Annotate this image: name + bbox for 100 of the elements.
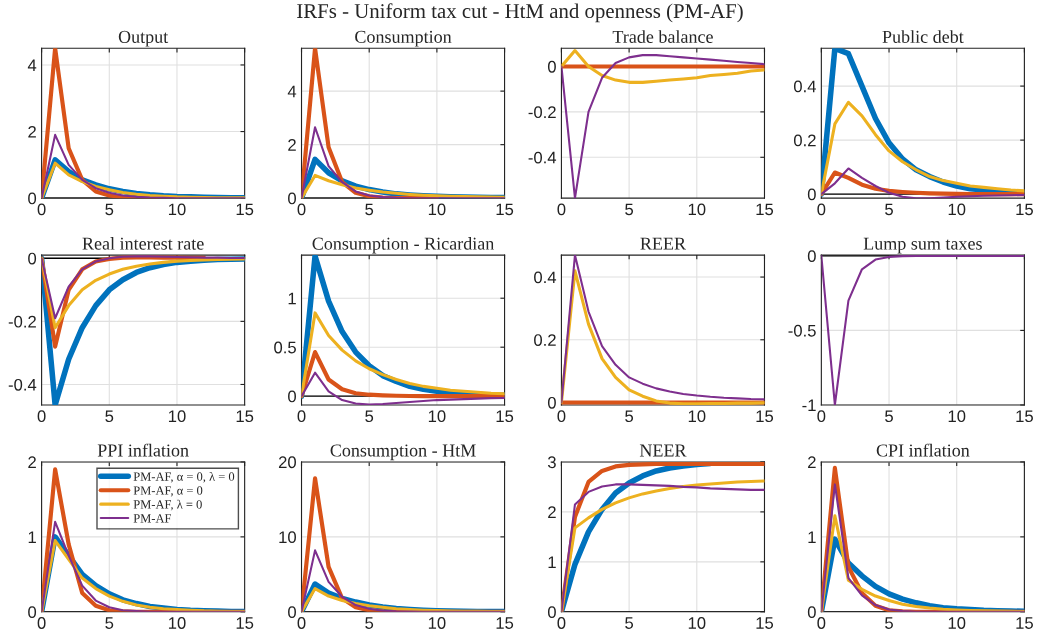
chart-title: Consumption - Ricardian (312, 237, 495, 254)
x-tick-label: 15 (756, 203, 774, 216)
legend-label: PM-AF, λ = 0 (133, 499, 202, 511)
y-tick-label: 0 (288, 390, 296, 403)
y-tick-label: 0 (547, 60, 556, 73)
x-tick-label: 10 (688, 203, 706, 216)
x-tick-label: 0 (297, 203, 306, 216)
y-tick-label: 2 (808, 456, 816, 468)
x-tick-label: 10 (688, 410, 706, 423)
x-tick-label: 0 (37, 617, 46, 629)
x-tick-label: 15 (496, 203, 514, 216)
chart-title: NEER (639, 444, 687, 457)
y-tick-label: 4 (27, 59, 37, 71)
x-tick-label: 10 (688, 617, 706, 629)
x-tick-label: 0 (817, 410, 826, 423)
x-tick-label: 10 (948, 410, 966, 423)
y-tick-label: 2 (28, 125, 36, 138)
y-tick-label: 0 (28, 252, 37, 265)
x-tick-label: 5 (885, 203, 893, 216)
x-tick-label: 15 (236, 203, 254, 216)
chart-title: Real interest rate (82, 237, 204, 250)
x-tick-label: 0 (557, 410, 566, 423)
y-tick-label: -0.4 (528, 151, 557, 164)
x-tick-label: 0 (817, 617, 826, 629)
y-tick-label: -0.2 (8, 315, 36, 328)
chart-title: Lump sum taxes (863, 237, 982, 254)
y-tick-label: 0 (807, 250, 816, 263)
x-tick-label: 5 (625, 617, 634, 629)
y-tick-label: 0 (547, 396, 556, 409)
y-tick-label: 3 (547, 456, 556, 469)
y-tick-label: 0 (28, 606, 37, 618)
chart-title: Consumption - HtM (330, 444, 476, 461)
x-tick-label: 15 (236, 617, 254, 629)
x-tick-label: 5 (105, 410, 114, 423)
legend-label: PM-AF (133, 514, 171, 523)
x-tick-label: 10 (168, 617, 186, 629)
x-tick-label: 5 (365, 617, 374, 629)
y-tick-label: 1 (28, 531, 36, 543)
y-tick-label: 0.4 (793, 80, 816, 93)
chart-title: Output (118, 30, 169, 47)
x-tick-label: 5 (365, 203, 374, 216)
x-tick-label: 15 (496, 617, 514, 629)
x-tick-label: 15 (756, 617, 774, 629)
chart-title: Public debt (882, 30, 964, 43)
x-tick-label: 5 (885, 617, 893, 629)
y-tick-label: 0.5 (274, 341, 296, 354)
y-tick-label: 20 (278, 456, 296, 469)
x-tick-label: 5 (105, 203, 114, 216)
x-tick-label: 0 (297, 617, 306, 629)
y-tick-label: 1 (548, 556, 556, 568)
x-tick-label: 15 (1016, 410, 1033, 423)
x-tick-label: 15 (236, 410, 254, 423)
x-tick-label: 5 (365, 410, 374, 423)
x-tick-label: 10 (168, 203, 186, 216)
chart-title: CPI inflation (876, 443, 970, 457)
chart-title: Consumption (355, 30, 452, 47)
x-tick-label: 0 (817, 203, 826, 216)
legend-label: PM-AF, α = 0 (133, 486, 203, 497)
y-tick-label: -0.4 (8, 378, 37, 391)
x-tick-label: 0 (557, 203, 566, 216)
y-tick-label: 0.4 (534, 271, 557, 284)
chart-title: Trade balance (612, 30, 713, 43)
y-tick-label: 0 (28, 192, 37, 205)
x-tick-label: 0 (297, 410, 306, 423)
y-tick-label: 0 (547, 606, 556, 618)
y-tick-label: 0 (288, 192, 296, 205)
x-tick-label: 10 (948, 203, 966, 216)
x-tick-label: 10 (428, 410, 446, 423)
x-tick-label: 10 (948, 617, 966, 629)
y-tick-label: 0 (807, 606, 816, 618)
legend-label: PM-AF, α = 0, λ = 0 (133, 471, 235, 483)
y-tick-label: 0.2 (534, 334, 556, 346)
y-tick-label: 2 (28, 456, 36, 468)
y-tick-label: -0.2 (528, 106, 556, 119)
x-tick-label: 15 (756, 410, 774, 423)
x-tick-label: 0 (37, 203, 46, 216)
y-tick-label: 0 (807, 188, 816, 201)
x-tick-label: 10 (428, 617, 446, 629)
y-tick-label: 2 (288, 139, 296, 151)
x-tick-label: 10 (428, 203, 446, 216)
x-tick-label: 15 (1016, 617, 1033, 629)
y-tick-label: -0.5 (788, 324, 816, 337)
chart-title: PPI inflation (97, 443, 189, 457)
text: IRFs - Uniform tax cut - HtM and openness (PM-AF) (297, 3, 743, 23)
y-tick-label: 4 (287, 85, 297, 98)
x-tick-label: 15 (1016, 203, 1033, 216)
y-tick-label: -1 (802, 399, 816, 412)
x-tick-label: 5 (625, 410, 634, 423)
x-tick-label: 5 (885, 410, 893, 423)
x-tick-label: 10 (168, 410, 186, 423)
x-tick-label: 5 (625, 203, 634, 216)
x-tick-label: 0 (557, 617, 566, 629)
chart-title: REER (640, 237, 686, 250)
y-tick-label: 1 (808, 531, 816, 543)
y-tick-label: 1 (288, 292, 296, 305)
x-tick-label: 15 (496, 410, 514, 423)
x-tick-label: 5 (105, 617, 114, 629)
x-tick-label: 0 (37, 410, 46, 423)
y-tick-label: 0 (288, 606, 296, 618)
y-tick-label: 10 (279, 531, 296, 544)
